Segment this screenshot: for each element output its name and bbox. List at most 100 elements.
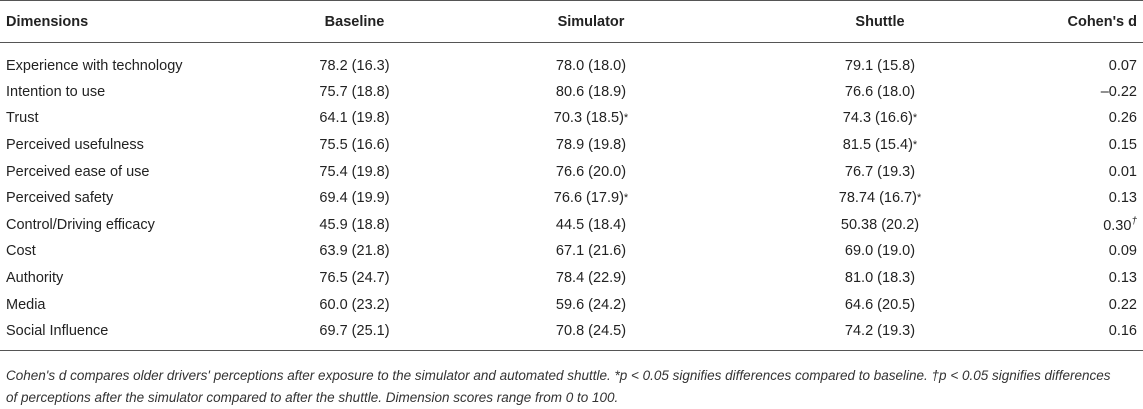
cell-cohens-d: 0.15 bbox=[1025, 132, 1143, 159]
cell-shuttle: 50.38 (20.2) bbox=[735, 211, 1025, 238]
cell-cohens-d-value: –0.22 bbox=[1100, 83, 1137, 100]
cell-simulator-value: 78.9 (19.8) bbox=[555, 136, 627, 153]
cell-dimension: Perceived usefulness bbox=[0, 132, 262, 159]
cell-cohens-d-value: 0.13 bbox=[1108, 190, 1137, 207]
cell-simulator: 70.3 (18.5)* bbox=[447, 105, 735, 132]
cell-shuttle-value: 74.3 (16.6) bbox=[842, 110, 913, 127]
cell-simulator: 59.6 (24.2) bbox=[447, 291, 735, 318]
cell-dimension: Control/Driving efficacy bbox=[0, 211, 262, 238]
cell-dimension: Perceived ease of use bbox=[0, 158, 262, 185]
cell-cohens-d-value: 0.09 bbox=[1108, 243, 1137, 260]
cell-dimension: Trust bbox=[0, 105, 262, 132]
cell-shuttle-value: 78.74 (16.7) bbox=[838, 190, 917, 207]
cell-shuttle: 81.5 (15.4)* bbox=[735, 132, 1025, 159]
cell-cohens-d: 0.22 bbox=[1025, 291, 1143, 318]
cell-shuttle: 64.6 (20.5) bbox=[735, 291, 1025, 318]
cell-baseline: 64.1 (19.8) bbox=[262, 105, 447, 132]
results-table: Dimensions Baseline Simulator Shuttle Co… bbox=[0, 0, 1143, 350]
cell-shuttle: 74.3 (16.6)* bbox=[735, 105, 1025, 132]
table-row: Perceived safety 69.4 (19.9) 76.6 (17.9)* 7… bbox=[0, 185, 1143, 212]
cell-baseline: 60.0 (23.2) bbox=[262, 291, 447, 318]
cell-dimension: Authority bbox=[0, 265, 262, 292]
cell-cohens-d: –0.22 bbox=[1025, 79, 1143, 106]
cell-simulator: 78.0 (18.0) bbox=[447, 43, 735, 79]
cell-simulator-value: 80.6 (18.9) bbox=[555, 83, 627, 100]
cell-dimension: Media bbox=[0, 291, 262, 318]
cell-cohens-d-value: 0.26 bbox=[1108, 110, 1137, 127]
cell-baseline: 75.5 (16.6) bbox=[262, 132, 447, 159]
table-row: Social Influence 69.7 (25.1) 70.8 (24.5) 74… bbox=[0, 318, 1143, 350]
cell-baseline-value: 69.7 (25.1) bbox=[319, 322, 390, 339]
table-row: Experience with technology 78.2 (16.3) 78.… bbox=[0, 43, 1143, 79]
cell-dimension-value: Trust bbox=[6, 110, 39, 127]
cell-simulator-value: 78.0 (18.0) bbox=[555, 57, 627, 74]
table-row: Media 60.0 (23.2) 59.6 (24.2) 64.6 (20.5) 0.… bbox=[0, 291, 1143, 318]
cell-cohens-d-value: 0.16 bbox=[1108, 322, 1137, 339]
table-footnote: Cohen's d compares older drivers' percep… bbox=[0, 349, 1143, 409]
table-row: Control/Driving efficacy 45.9 (18.8) 44.5 … bbox=[0, 211, 1143, 238]
significance-mark: † bbox=[1131, 215, 1137, 227]
cell-shuttle-value: 76.7 (19.3) bbox=[844, 163, 916, 180]
cell-baseline: 69.4 (19.9) bbox=[262, 185, 447, 212]
cell-dimension-value: Control/Driving efficacy bbox=[6, 216, 155, 233]
cell-dimension: Social Influence bbox=[0, 318, 262, 350]
cell-cohens-d-value: 0.13 bbox=[1108, 269, 1137, 286]
significance-mark: * bbox=[916, 192, 922, 205]
cell-simulator-value: 76.6 (17.9) bbox=[553, 190, 624, 207]
cell-dimension-value: Perceived usefulness bbox=[6, 136, 144, 153]
cell-shuttle: 79.1 (15.8) bbox=[735, 43, 1025, 79]
cell-dimension-value: Perceived safety bbox=[6, 190, 114, 207]
cell-dimension-value: Cost bbox=[6, 243, 36, 260]
cell-cohens-d: 0.09 bbox=[1025, 238, 1143, 265]
cell-dimension: Cost bbox=[0, 238, 262, 265]
cell-baseline-value: 78.2 (16.3) bbox=[319, 57, 390, 74]
cell-baseline-value: 75.4 (19.8) bbox=[319, 163, 390, 180]
cell-simulator-value: 70.3 (18.5) bbox=[553, 110, 624, 127]
cell-shuttle: 74.2 (19.3) bbox=[735, 318, 1025, 350]
cell-baseline: 76.5 (24.7) bbox=[262, 265, 447, 292]
cell-simulator: 78.9 (19.8) bbox=[447, 132, 735, 159]
cell-dimension-value: Experience with technology bbox=[6, 57, 183, 74]
footnote-line-1: Cohen's d compares older drivers' percep… bbox=[6, 367, 1111, 383]
header-dimensions: Dimensions bbox=[0, 0, 262, 43]
table-row: Intention to use 75.7 (18.8) 80.6 (18.9) 76… bbox=[0, 79, 1143, 106]
cell-shuttle: 81.0 (18.3) bbox=[735, 265, 1025, 292]
cell-cohens-d-value: 0.07 bbox=[1108, 57, 1137, 74]
table-row: Authority 76.5 (24.7) 78.4 (22.9) 81.0 (18.… bbox=[0, 265, 1143, 292]
cell-simulator: 80.6 (18.9) bbox=[447, 79, 735, 106]
cell-baseline-value: 75.7 (18.8) bbox=[319, 83, 390, 100]
cell-dimension: Experience with technology bbox=[0, 43, 262, 79]
cell-simulator: 78.4 (22.9) bbox=[447, 265, 735, 292]
cell-shuttle-value: 64.6 (20.5) bbox=[844, 296, 916, 313]
cell-shuttle-value: 69.0 (19.0) bbox=[844, 243, 916, 260]
cell-shuttle-value: 79.1 (15.8) bbox=[844, 57, 916, 74]
cell-dimension: Intention to use bbox=[0, 79, 262, 106]
significance-mark: * bbox=[623, 112, 629, 125]
cell-simulator: 44.5 (18.4) bbox=[447, 211, 735, 238]
cell-shuttle: 69.0 (19.0) bbox=[735, 238, 1025, 265]
cell-cohens-d-value: 0.01 bbox=[1108, 163, 1137, 180]
cell-simulator: 76.6 (17.9)* bbox=[447, 185, 735, 212]
table-row: Cost 63.9 (21.8) 67.1 (21.6) 69.0 (19.0) 0.0… bbox=[0, 238, 1143, 265]
cell-cohens-d-value: 0.22 bbox=[1108, 296, 1137, 313]
cell-baseline: 75.7 (18.8) bbox=[262, 79, 447, 106]
cell-simulator-value: 67.1 (21.6) bbox=[555, 243, 627, 260]
cell-cohens-d: 0.07 bbox=[1025, 43, 1143, 79]
cell-simulator-value: 44.5 (18.4) bbox=[555, 216, 627, 233]
cell-baseline: 75.4 (19.8) bbox=[262, 158, 447, 185]
cell-cohens-d-value: 0.15 bbox=[1108, 136, 1137, 153]
cell-cohens-d: 0.01 bbox=[1025, 158, 1143, 185]
cell-simulator: 70.8 (24.5) bbox=[447, 318, 735, 350]
cell-dimension-value: Authority bbox=[6, 269, 64, 286]
cell-baseline: 45.9 (18.8) bbox=[262, 211, 447, 238]
cell-shuttle-value: 81.0 (18.3) bbox=[844, 269, 916, 286]
header-simulator: Simulator bbox=[447, 0, 735, 43]
cell-shuttle-value: 81.5 (15.4) bbox=[842, 136, 913, 153]
footnote-line-2: of perceptions after the simulator compa… bbox=[6, 389, 619, 405]
cell-shuttle-value: 74.2 (19.3) bbox=[844, 322, 916, 339]
header-row: Dimensions Baseline Simulator Shuttle Co… bbox=[0, 0, 1143, 43]
cell-baseline: 69.7 (25.1) bbox=[262, 318, 447, 350]
cell-baseline-value: 60.0 (23.2) bbox=[319, 296, 390, 313]
cell-cohens-d: 0.16 bbox=[1025, 318, 1143, 350]
